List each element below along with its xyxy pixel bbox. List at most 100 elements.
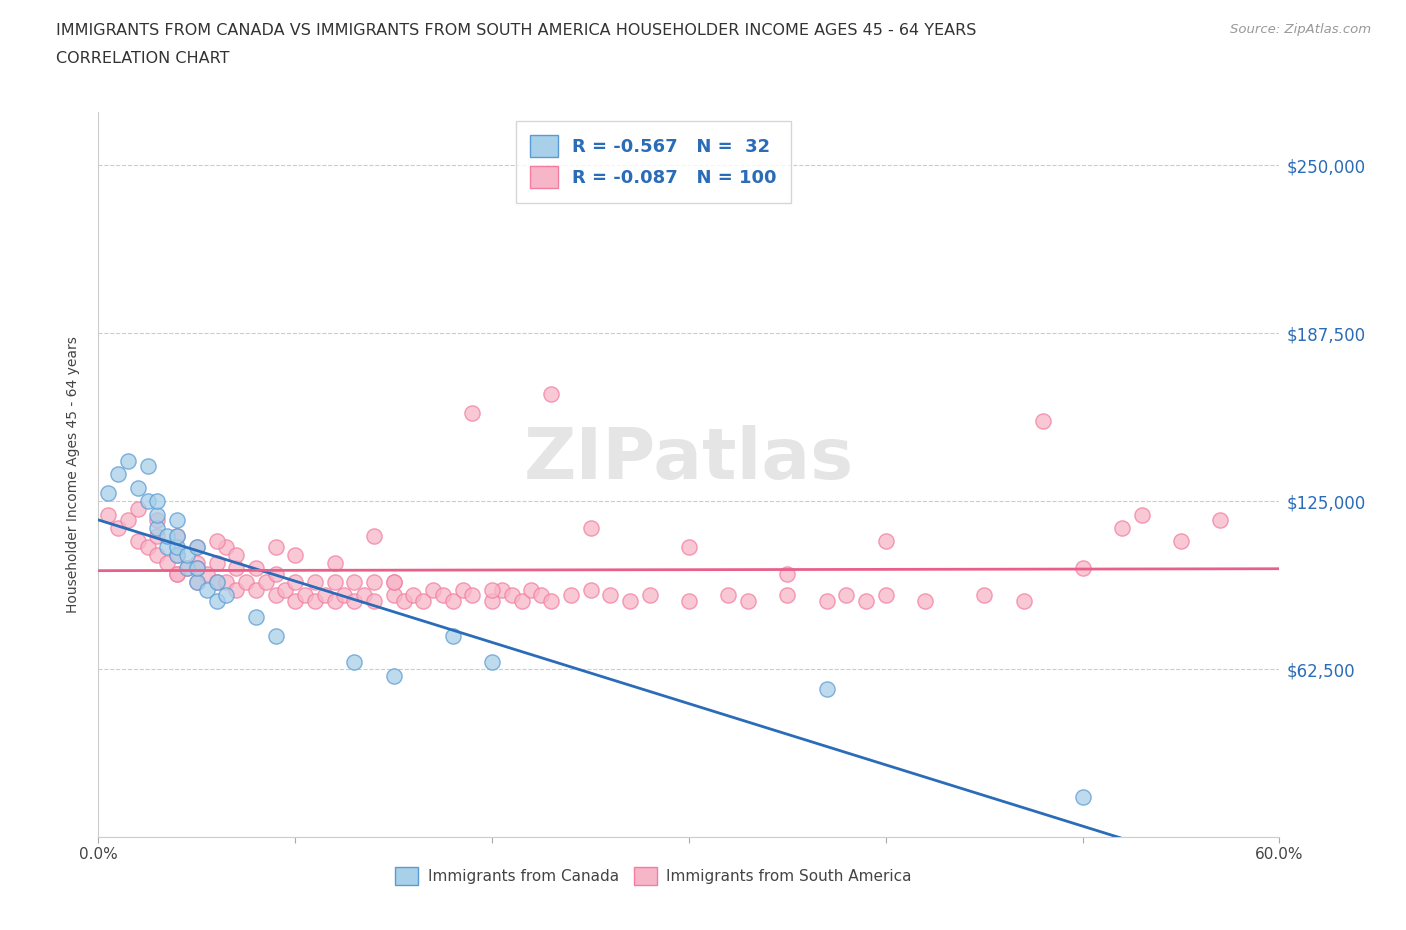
Point: [264, 588, 287, 603]
Point: [1071, 790, 1094, 804]
Point: [146, 548, 169, 563]
Point: [186, 539, 208, 554]
Point: [284, 593, 307, 608]
Point: [205, 534, 228, 549]
Point: [363, 593, 385, 608]
Point: [481, 655, 503, 670]
Point: [451, 582, 474, 597]
Point: [107, 467, 129, 482]
Point: [638, 588, 661, 603]
Point: [166, 528, 188, 543]
Point: [107, 521, 129, 536]
Point: [481, 582, 503, 597]
Point: [1130, 507, 1153, 522]
Point: [363, 528, 385, 543]
Point: [274, 582, 297, 597]
Point: [215, 539, 238, 554]
Point: [294, 588, 316, 603]
Point: [195, 566, 218, 581]
Point: [176, 561, 198, 576]
Point: [481, 593, 503, 608]
Point: [1032, 413, 1054, 428]
Point: [186, 575, 208, 590]
Point: [579, 582, 602, 597]
Point: [540, 593, 562, 608]
Point: [461, 588, 484, 603]
Point: [678, 539, 700, 554]
Point: [875, 588, 897, 603]
Point: [264, 628, 287, 643]
Point: [117, 512, 139, 527]
Point: [314, 588, 336, 603]
Point: [146, 521, 169, 536]
Point: [205, 593, 228, 608]
Point: [382, 575, 405, 590]
Point: [815, 682, 838, 697]
Point: [186, 555, 208, 570]
Point: [815, 593, 838, 608]
Point: [441, 593, 464, 608]
Point: [343, 575, 366, 590]
Point: [422, 582, 444, 597]
Point: [737, 593, 759, 608]
Point: [1071, 561, 1094, 576]
Point: [156, 528, 179, 543]
Point: [127, 480, 149, 495]
Point: [166, 566, 188, 581]
Point: [323, 593, 346, 608]
Text: Source: ZipAtlas.com: Source: ZipAtlas.com: [1230, 23, 1371, 36]
Point: [678, 593, 700, 608]
Point: [382, 575, 405, 590]
Legend: Immigrants from Canada, Immigrants from South America: Immigrants from Canada, Immigrants from …: [387, 857, 921, 895]
Point: [1012, 593, 1035, 608]
Point: [166, 539, 188, 554]
Point: [254, 575, 277, 590]
Point: [914, 593, 936, 608]
Point: [245, 582, 267, 597]
Point: [215, 588, 238, 603]
Point: [304, 575, 326, 590]
Point: [225, 582, 247, 597]
Point: [245, 609, 267, 624]
Point: [176, 561, 198, 576]
Point: [186, 539, 208, 554]
Point: [343, 593, 366, 608]
Point: [166, 512, 188, 527]
Point: [166, 528, 188, 543]
Point: [205, 575, 228, 590]
Point: [146, 528, 169, 543]
Point: [412, 593, 434, 608]
Point: [835, 588, 858, 603]
Text: CORRELATION CHART: CORRELATION CHART: [56, 51, 229, 66]
Point: [1209, 512, 1232, 527]
Point: [97, 507, 120, 522]
Point: [136, 494, 159, 509]
Point: [776, 566, 799, 581]
Point: [540, 386, 562, 401]
Text: IMMIGRANTS FROM CANADA VS IMMIGRANTS FROM SOUTH AMERICA HOUSEHOLDER INCOME AGES : IMMIGRANTS FROM CANADA VS IMMIGRANTS FRO…: [56, 23, 977, 38]
Point: [245, 561, 267, 576]
Point: [136, 539, 159, 554]
Point: [1111, 521, 1133, 536]
Point: [461, 405, 484, 420]
Point: [392, 593, 415, 608]
Point: [875, 534, 897, 549]
Point: [284, 548, 307, 563]
Point: [225, 548, 247, 563]
Point: [97, 485, 120, 500]
Point: [186, 561, 208, 576]
Point: [599, 588, 621, 603]
Point: [127, 534, 149, 549]
Point: [323, 555, 346, 570]
Point: [156, 555, 179, 570]
Point: [619, 593, 641, 608]
Point: [176, 548, 198, 563]
Point: [215, 575, 238, 590]
Point: [235, 575, 257, 590]
Point: [520, 582, 543, 597]
Point: [127, 502, 149, 517]
Point: [510, 593, 533, 608]
Point: [117, 454, 139, 469]
Point: [402, 588, 425, 603]
Point: [304, 593, 326, 608]
